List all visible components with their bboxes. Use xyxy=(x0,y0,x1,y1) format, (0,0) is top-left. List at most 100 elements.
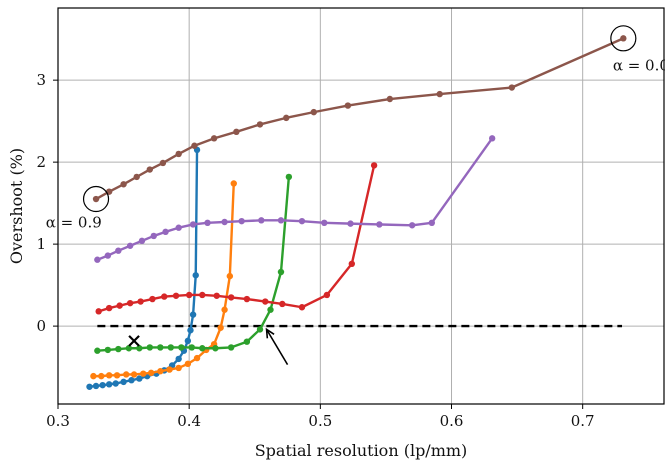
data-point xyxy=(113,372,121,379)
data-point xyxy=(104,252,112,259)
series-4 xyxy=(95,162,378,315)
alpha-annotation: α = 0.05 xyxy=(613,56,665,74)
data-point xyxy=(157,368,164,375)
data-point xyxy=(233,128,240,136)
annotations-layer: α = 0.9 α = 0.05 xyxy=(46,25,665,366)
data-point xyxy=(86,383,93,390)
data-point xyxy=(227,344,235,351)
x-tick-label: 0.5 xyxy=(308,412,332,430)
plot-frame xyxy=(57,7,665,405)
series-1 xyxy=(86,146,201,390)
arrow-head xyxy=(265,327,275,339)
data-point xyxy=(226,272,234,280)
data-point xyxy=(105,304,113,312)
data-point xyxy=(147,369,155,377)
data-point xyxy=(310,108,317,116)
data-point xyxy=(187,327,194,334)
data-point xyxy=(243,338,251,345)
data-point xyxy=(150,232,157,240)
data-point xyxy=(376,221,383,228)
data-point xyxy=(159,159,167,167)
data-point xyxy=(138,237,146,245)
data-point xyxy=(277,268,285,276)
data-point xyxy=(210,135,218,142)
data-point xyxy=(221,218,228,226)
data-point xyxy=(184,337,192,345)
data-point xyxy=(136,345,143,352)
data-point xyxy=(347,220,354,227)
data-point xyxy=(188,344,195,351)
data-point xyxy=(508,84,516,91)
x-tick-label: 0.7 xyxy=(571,412,595,430)
data-point xyxy=(175,364,182,372)
data-point xyxy=(125,345,133,352)
x-tick-label: 0.4 xyxy=(177,412,201,430)
data-point xyxy=(126,242,134,249)
data-point xyxy=(115,247,122,254)
data-point xyxy=(94,347,101,354)
data-point xyxy=(90,372,97,380)
data-point xyxy=(344,102,352,109)
axis-ticks: 0.3 0.4 0.5 0.6 0.7 0 1 2 3 xyxy=(36,71,594,430)
data-point xyxy=(262,298,269,305)
data-point xyxy=(98,372,105,380)
data-point xyxy=(193,354,201,362)
data-point xyxy=(128,377,135,384)
data-point xyxy=(184,360,192,368)
data-point xyxy=(133,173,140,181)
data-point xyxy=(92,382,100,390)
data-point xyxy=(191,142,198,149)
pointer-arrow xyxy=(265,327,289,366)
y-tick-label: 0 xyxy=(36,317,46,335)
data-point xyxy=(167,344,175,351)
series-line xyxy=(97,176,291,352)
data-point xyxy=(285,173,293,181)
data-point xyxy=(185,291,193,299)
data-point xyxy=(162,228,169,236)
data-point xyxy=(120,181,127,188)
alpha-annotation: α = 0.9 xyxy=(46,214,102,232)
x-tick-label: 0.3 xyxy=(46,412,70,430)
data-point xyxy=(212,345,219,352)
data-point xyxy=(120,378,127,386)
data-point xyxy=(115,345,122,353)
data-point xyxy=(213,292,220,299)
data-point xyxy=(238,217,245,225)
data-point xyxy=(105,381,113,388)
y-axis-label: Overshoot (%) xyxy=(7,148,26,264)
data-point xyxy=(105,372,113,379)
data-point xyxy=(258,217,265,224)
y-tick-label: 3 xyxy=(36,71,46,89)
data-point xyxy=(140,370,147,377)
data-point xyxy=(323,291,331,299)
data-point xyxy=(146,166,154,173)
data-point xyxy=(146,344,154,351)
data-point xyxy=(428,219,436,227)
series-layer xyxy=(86,35,627,390)
data-point xyxy=(256,121,264,128)
data-point xyxy=(436,90,443,98)
series-5 xyxy=(94,135,496,263)
data-point xyxy=(189,221,197,228)
data-point xyxy=(137,298,144,305)
data-point xyxy=(175,224,182,231)
data-point xyxy=(112,380,119,387)
data-point xyxy=(230,180,237,187)
data-point xyxy=(277,217,285,224)
arrow-shaft xyxy=(265,328,289,366)
x-axis-label: Spatial resolution (lp/mm) xyxy=(255,441,468,460)
data-point xyxy=(166,366,173,373)
data-point xyxy=(104,346,112,354)
data-point xyxy=(279,300,286,308)
data-point xyxy=(243,295,251,303)
data-point xyxy=(99,381,106,389)
y-tick-label: 1 xyxy=(36,235,46,253)
data-point xyxy=(408,222,416,229)
series-line xyxy=(96,137,494,261)
data-point xyxy=(199,291,206,299)
data-point xyxy=(136,375,143,382)
data-point xyxy=(178,344,185,351)
data-point xyxy=(175,355,182,363)
data-point xyxy=(94,256,101,263)
